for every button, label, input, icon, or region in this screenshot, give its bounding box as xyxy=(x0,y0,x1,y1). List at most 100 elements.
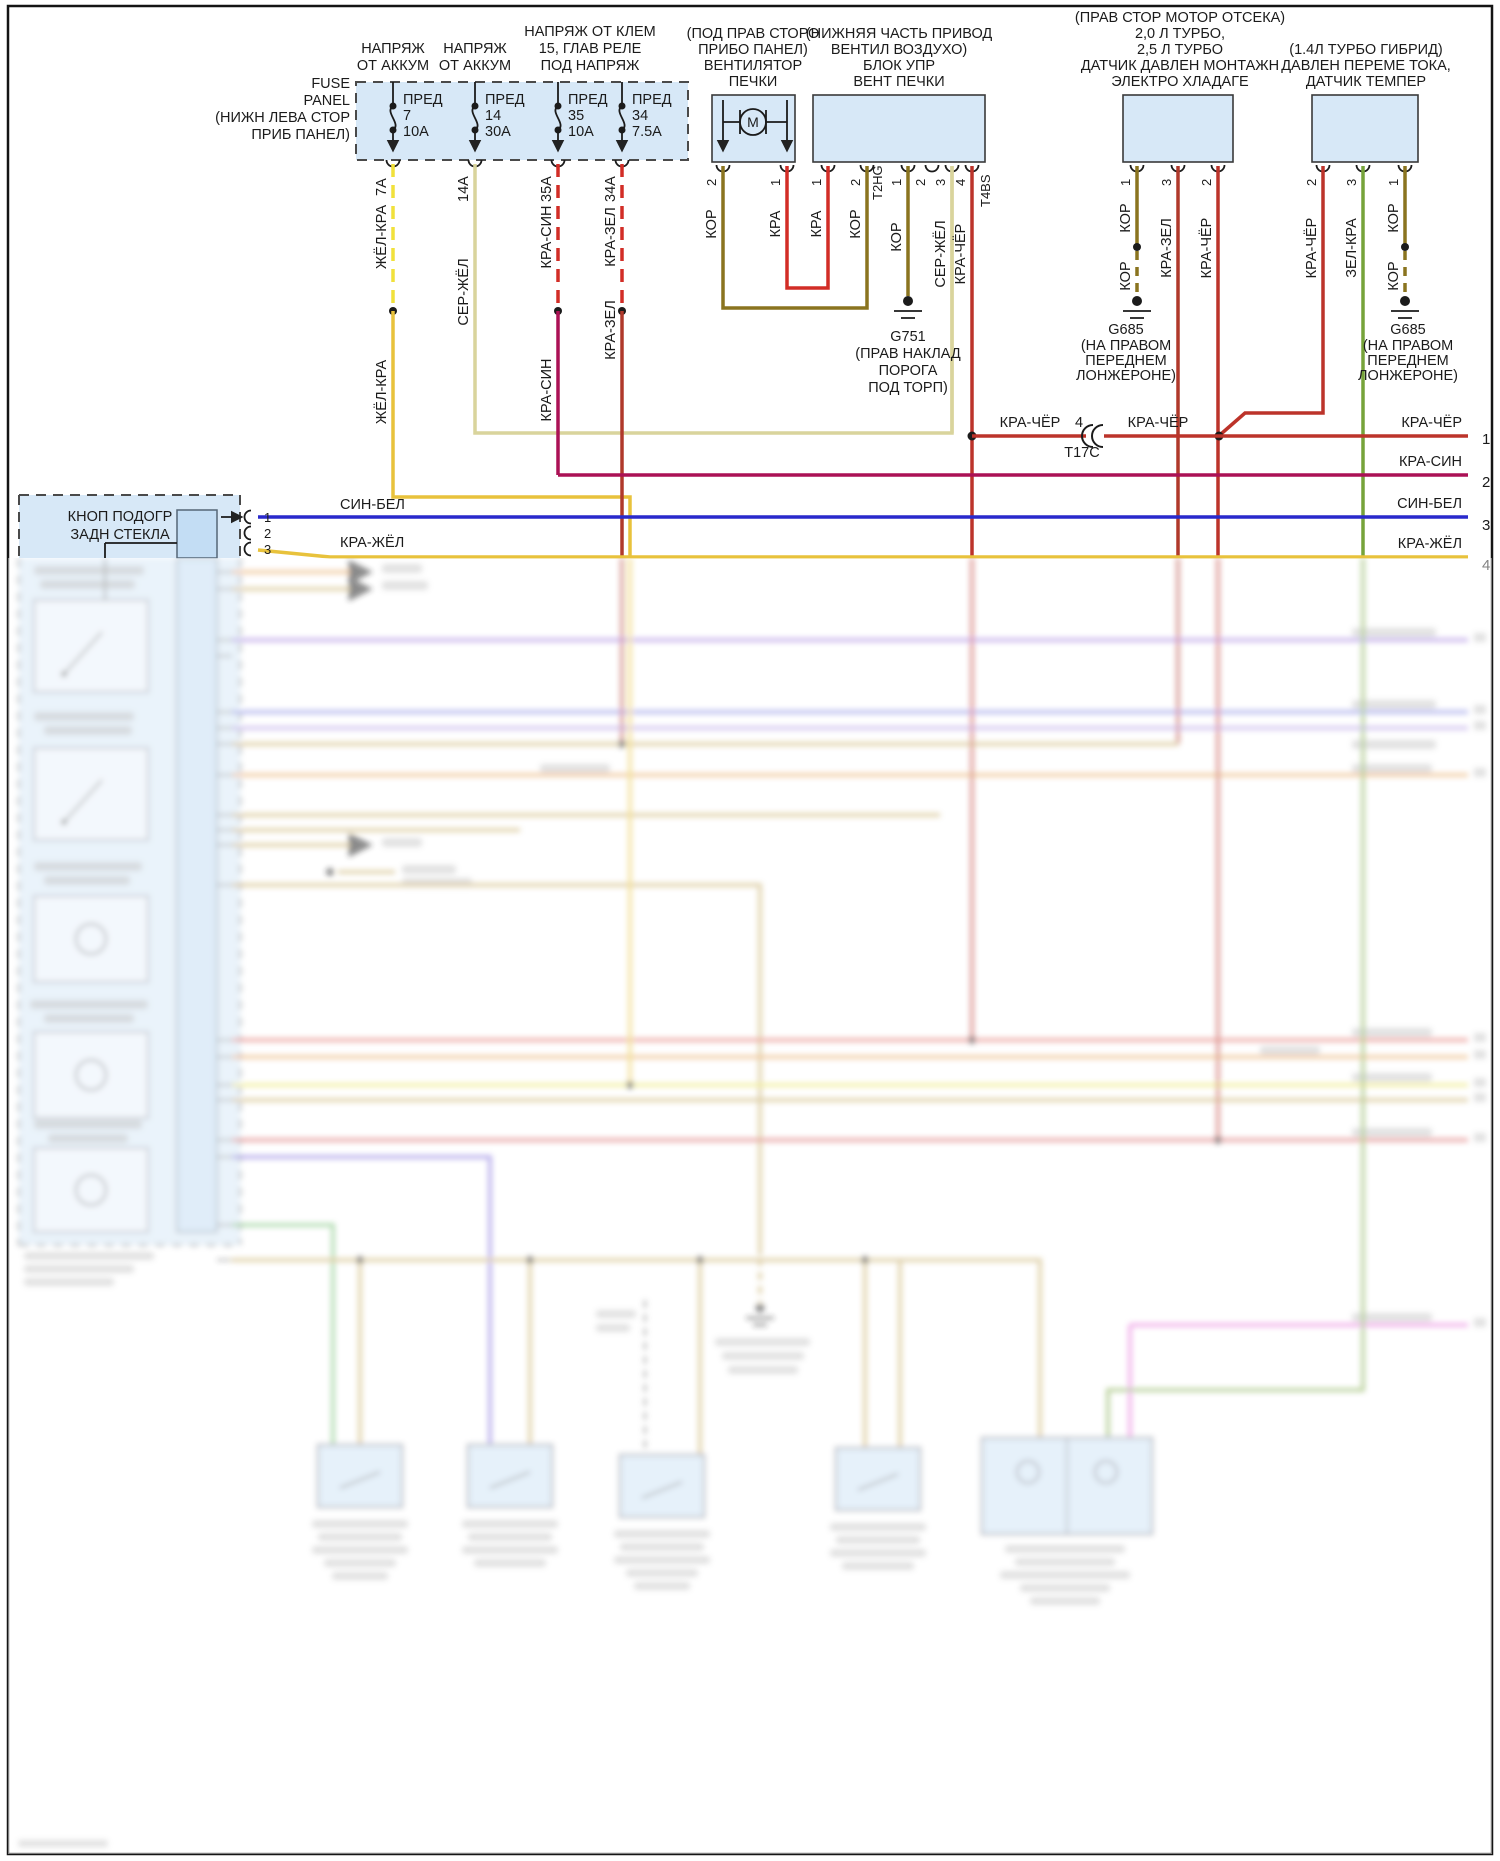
fuse-panel xyxy=(355,81,689,168)
wire-kra-blower: КРА xyxy=(768,210,784,237)
wire-kra-loop xyxy=(785,166,830,290)
inline-connector-icon xyxy=(1081,424,1104,448)
wire-kor-hyb: КОР xyxy=(1386,203,1402,232)
wire-ser-zhel-ctrl: СЕР-ЖЁЛ xyxy=(932,220,949,287)
ground-g751: G751 xyxy=(890,329,925,345)
header-blower: (ПОД ПРАВ СТОРО xyxy=(687,26,820,42)
conn-t2hg: T2HG xyxy=(870,165,885,200)
wire-kor-loop xyxy=(721,166,869,310)
bus-lines xyxy=(257,424,1468,559)
header-hybrid: (1.4Л ТУРБО ГИБРИД) xyxy=(1289,42,1442,58)
pin-34a: 34A xyxy=(603,176,619,202)
fuse-35 xyxy=(550,82,566,168)
wire-kra-ctrl: КРА xyxy=(809,210,825,237)
hyb-pin-2: 2 xyxy=(1304,179,1319,186)
wire-kra-sin-2: КРА-СИН xyxy=(539,358,555,421)
hyb-pin-3: 3 xyxy=(1344,179,1359,186)
hyb-pin-1: 1 xyxy=(1386,179,1401,186)
pin-14a: 14A xyxy=(456,176,472,202)
fuse7-num: 7 xyxy=(403,108,411,124)
header-ctrl: (НИЖНЯЯ ЧАСТЬ ПРИВОД xyxy=(806,26,993,42)
fuse34-amp: 7.5A xyxy=(632,124,662,140)
ctrl-pin-1b: 1 xyxy=(889,179,904,186)
wire-kor-gnd: КОР xyxy=(889,222,905,251)
wire-kra-cher-hyb: КРА-ЧЁР xyxy=(1303,218,1320,279)
t17c-wire-right: КРА-ЧЁР xyxy=(1128,414,1189,431)
wire-kor-blower: КОР xyxy=(704,209,720,238)
wires-sensors xyxy=(1123,166,1419,558)
hybrid-temp-sensor-block xyxy=(1311,94,1419,173)
t17c-wire-left: КРА-ЧЁР xyxy=(1000,414,1061,431)
wire-kra-cher-s1: КРА-ЧЁР xyxy=(1198,218,1215,279)
button-pin-3: 3 xyxy=(264,542,271,557)
header-sensor1: ЭЛЕКТРО ХЛАДАГЕ xyxy=(1111,74,1249,90)
wire-kra-zel-2: КРА-ЗЕЛ xyxy=(603,300,619,360)
header-ctrl: ВЕНТИЛ ВОЗДУХО) xyxy=(831,42,967,58)
s1-pin-2: 2 xyxy=(1199,179,1214,186)
header-fuse7: ОТ АККУМ xyxy=(357,58,429,74)
edge-wire-4: КРА-ЖЁЛ xyxy=(1398,535,1462,552)
edge-num-3: 3 xyxy=(1482,517,1490,534)
header-ctrl: БЛОК УПР xyxy=(863,58,935,74)
s1-pin-3: 3 xyxy=(1159,179,1174,186)
header-sensor1: ДАТЧИК ДАВЛЕН МОНТАЖН xyxy=(1081,58,1279,74)
header-fuse35-34: НАПРЯЖ ОТ КЛЕМ xyxy=(524,24,656,40)
wire-kor-s1: КОР xyxy=(1118,203,1134,232)
wire-sin-bel: СИН-БЕЛ xyxy=(340,497,405,513)
blower-motor-block xyxy=(711,94,796,173)
blower-control-block xyxy=(812,94,986,173)
edge-num-4: 4 xyxy=(1482,557,1490,574)
fuse-34 xyxy=(614,82,630,168)
bus-line-4 xyxy=(257,548,1468,559)
defogger-button-box xyxy=(18,494,252,559)
wire-zhel-kra-solid xyxy=(391,311,632,558)
ctrl-pin-2: 2 xyxy=(848,179,863,186)
fuse35-amp: 10A xyxy=(568,124,594,140)
fuse-14 xyxy=(467,82,483,168)
edge-wire-3: СИН-БЕЛ xyxy=(1397,496,1462,512)
wire-zhel-kra: ЖЁЛ-КРА xyxy=(373,205,390,270)
header-fuse14: НАПРЯЖ xyxy=(443,41,507,57)
header-sensor1: (ПРАВ СТОР МОТОР ОТСЕКА) xyxy=(1075,10,1285,26)
coolant-pressure-sensor-block xyxy=(1122,94,1234,173)
header-sensor1: 2,0 Л ТУРБО, xyxy=(1135,26,1225,42)
fuse14-label: ПРЕД xyxy=(485,92,525,108)
fuse-panel-title: FUSE xyxy=(311,76,350,92)
header-fuse35-34: ПОД НАПРЯЖ xyxy=(541,58,640,74)
fuse35-num: 35 xyxy=(568,108,584,124)
wire-kor-ctrl: КОР xyxy=(848,209,864,238)
wire-kor-s1-2: КОР xyxy=(1118,261,1134,290)
ground-g751: (ПРАВ НАКЛАД xyxy=(855,346,961,362)
header-hybrid: ДАТЧИК ТЕМПЕР xyxy=(1306,74,1426,90)
ctrl-pin-1: 1 xyxy=(809,179,824,186)
t17c-name: T17C xyxy=(1064,445,1099,461)
fuse34-label: ПРЕД xyxy=(632,92,672,108)
header-blower: ПЕЧКИ xyxy=(729,74,778,90)
header-fuse7: НАПРЯЖ xyxy=(361,41,425,57)
header-blower: ПРИБО ПАНЕЛ) xyxy=(698,42,808,58)
fuse7-amp: 10A xyxy=(403,124,429,140)
ground-g685-left: G685 xyxy=(1108,322,1143,338)
button-pin-2: 2 xyxy=(264,526,271,541)
ground-g685-right: (НА ПРАВОМ xyxy=(1363,338,1453,354)
ground-g751: ПОРОГА xyxy=(879,363,938,379)
ctrl-pin-2b: 2 xyxy=(913,179,928,186)
wires-blower xyxy=(721,166,974,558)
button-title: ЗАДН СТЕКЛА xyxy=(70,527,170,543)
motor-letter: M xyxy=(747,114,759,130)
fuse14-amp: 30A xyxy=(485,124,511,140)
fuse-panel-title: PANEL xyxy=(304,93,350,109)
fuse14-num: 14 xyxy=(485,108,501,124)
header-sensor1: 2,5 Л ТУРБО xyxy=(1137,42,1223,58)
ground-g685-left: (НА ПРАВОМ xyxy=(1081,338,1171,354)
fuse-panel-title: (НИЖН ЛЕВА СТОР xyxy=(215,110,350,126)
page-frame xyxy=(6,4,1494,1856)
ground-g685-right: ЛОНЖЕРОНЕ) xyxy=(1358,368,1458,384)
ground-g685-left: ЛОНЖЕРОНЕ) xyxy=(1076,368,1176,384)
header-fuse35-34: 15, ГЛАВ РЕЛЕ xyxy=(539,41,642,57)
button-title: КНОП ПОДОГР xyxy=(68,509,173,525)
wire-ser-zhel: СЕР-ЖЁЛ xyxy=(455,258,472,325)
pin-7a: 7A xyxy=(374,178,390,196)
